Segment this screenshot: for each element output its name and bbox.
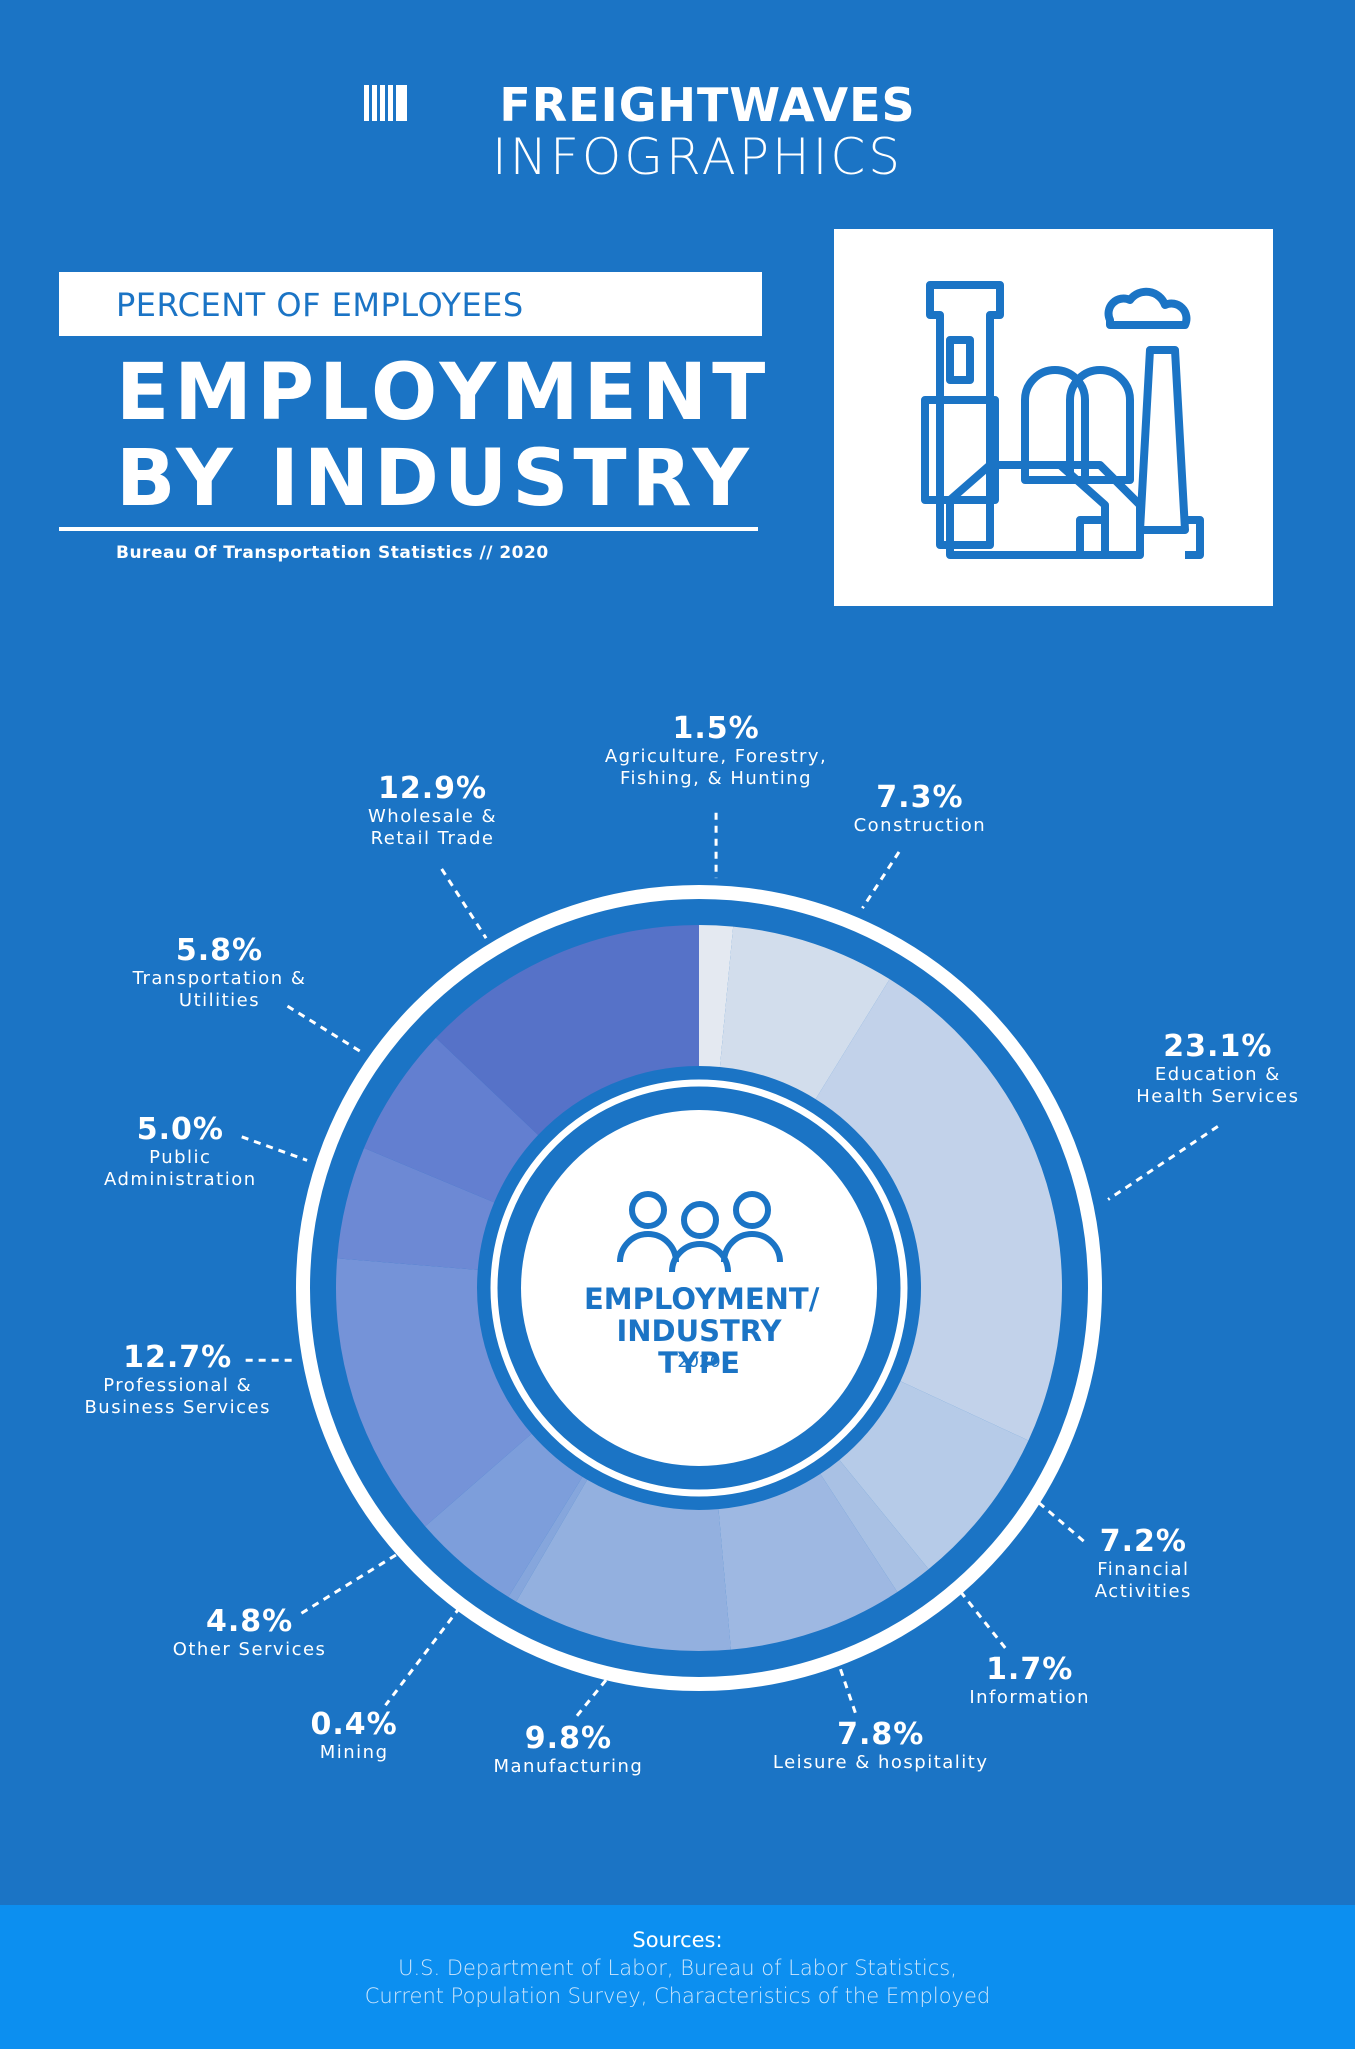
title-line: BY INDUSTRY	[116, 434, 754, 524]
value-label: 5.8%	[175, 933, 264, 969]
category-label: Information	[969, 1686, 1091, 1708]
category-label: Education & Health Services	[1136, 1063, 1300, 1107]
segment	[337, 1148, 495, 1270]
segment	[364, 1037, 539, 1203]
logo-product: INFOGRAPHICS	[491, 128, 904, 186]
leader-line	[241, 1135, 308, 1162]
segment-label: 1.5% Agriculture, Forestry, Fishing, & Hu…	[566, 712, 866, 790]
segment	[425, 1433, 583, 1597]
title: EMPLOYMENT BY INDUSTRY	[116, 350, 770, 522]
category-label: Construction	[853, 815, 987, 837]
factory-icon	[921, 281, 1204, 559]
value-label: 12.9%	[377, 771, 488, 807]
value-label: 4.8%	[205, 1603, 294, 1639]
category-label: Mining	[319, 1741, 389, 1763]
subtitle: PERCENT OF EMPLOYEES	[116, 286, 524, 324]
center-label: EMPLOYMENT/ INDUSTRY TYPE	[584, 1282, 820, 1380]
value-label: 12.7%	[123, 1339, 233, 1375]
leader-line	[861, 851, 901, 909]
segment	[718, 1473, 898, 1650]
segment-label: 7.8% Leisure & hospitality	[721, 1718, 1041, 1774]
value-label: 23.1%	[1163, 1028, 1273, 1064]
segment-label: 5.8% Transportation & Utilities	[120, 934, 320, 1012]
leader-line	[573, 1669, 616, 1720]
category-label: Other Services	[172, 1638, 327, 1660]
sources-heading: Sources:	[632, 1928, 723, 1952]
segment-label: 1.7% Information	[880, 1651, 1180, 1709]
category-label: Public Administration	[103, 1147, 257, 1191]
people-icon	[617, 1191, 783, 1273]
sources: Sources: U.S. Department of Labor, Burea…	[0, 1926, 1355, 2010]
segment-label: 9.8% Manufacturing	[418, 1722, 718, 1778]
source: Bureau Of Transportation Statistics // 2…	[116, 543, 549, 563]
subtitle-bar	[59, 272, 762, 336]
leader-line	[440, 868, 488, 940]
center-year: 2020	[677, 1352, 721, 1372]
segment-label: 4.8% Other Services	[90, 1603, 410, 1661]
segment	[820, 1459, 929, 1593]
leader-line	[959, 1590, 1008, 1650]
segment	[839, 1381, 1029, 1570]
sources-line: U.S. Department of Labor, Bureau of Labo…	[398, 1956, 957, 1980]
segment-label: 12.9% Wholesale & Retail Trade	[348, 772, 518, 850]
leader-line	[286, 1004, 365, 1055]
footer-band	[0, 1905, 1355, 2049]
segment	[435, 925, 699, 1136]
value-label: 7.2%	[1099, 1523, 1187, 1559]
segment-label: 0.4% Mining	[254, 1706, 454, 1764]
title-line: EMPLOYMENT	[116, 348, 771, 438]
segment	[699, 925, 734, 1067]
value-label: 9.8%	[524, 1721, 612, 1757]
category-label: Professional & Business Services	[84, 1374, 271, 1418]
leader-line	[1107, 1125, 1219, 1201]
value-label: 5.0%	[136, 1112, 224, 1148]
category-label: Manufacturing	[493, 1756, 644, 1778]
category-label: Wholesale & Retail Trade	[367, 806, 498, 850]
value-label: 1.7%	[986, 1651, 1074, 1687]
leader-line	[299, 1553, 397, 1616]
category-label: Leisure & hospitality	[772, 1752, 989, 1774]
category-label: Financial Activities	[1094, 1558, 1192, 1602]
logo-mark	[364, 85, 407, 121]
leader-line	[1037, 1501, 1086, 1544]
segment	[336, 1258, 532, 1527]
segment-label: 12.7% Professional & Business Services	[73, 1339, 283, 1419]
value-label: 7.8%	[837, 1717, 925, 1753]
segment-label: 5.0% Public Administration	[85, 1113, 275, 1191]
segment	[815, 979, 1062, 1441]
category-label: Transportation & Utilities	[132, 968, 307, 1012]
logo-brand: FREIGHTWAVES	[499, 78, 916, 132]
segment	[719, 926, 890, 1100]
sources-line: Current Population Survey, Characteristi…	[364, 1984, 991, 2008]
donut	[241, 812, 1219, 1720]
category-label: Agriculture, Forestry, Fishing, & Huntin…	[604, 746, 828, 790]
leader-line	[834, 1656, 858, 1715]
segment	[516, 1479, 731, 1651]
value-label: 1.5%	[672, 711, 760, 747]
segment-label: 23.1% Education & Health Services	[1120, 1028, 1315, 1108]
inner-ring	[490, 1079, 908, 1497]
segment-label: 7.2% Financial Activities	[1078, 1523, 1208, 1603]
value-label: 0.4%	[310, 1706, 398, 1742]
segment	[508, 1476, 588, 1602]
icon-box	[834, 229, 1273, 606]
value-label: 7.3%	[876, 780, 964, 816]
segment-label: 7.3% Construction	[770, 781, 1070, 837]
inner-disc	[521, 1110, 877, 1466]
